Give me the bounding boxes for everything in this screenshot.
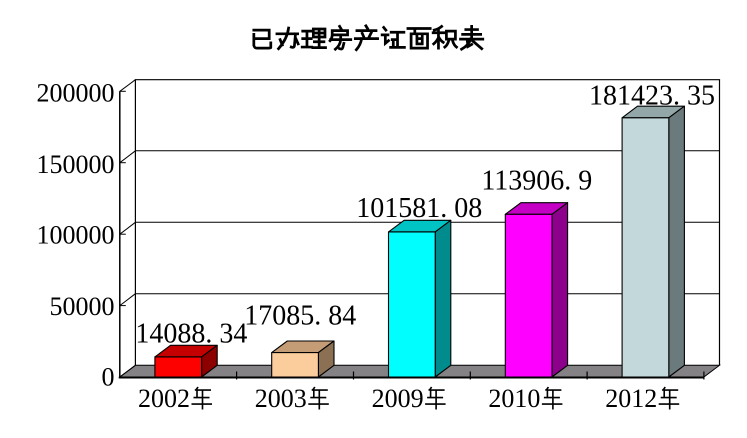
svg-text:100000: 100000 [37, 221, 115, 250]
svg-text:2003: 2003 [255, 384, 307, 413]
svg-text:181423.35: 181423. 35 [589, 81, 715, 112]
svg-text:17085.84: 17085. 84 [244, 301, 356, 332]
svg-text:2009: 2009 [372, 384, 424, 413]
svg-text:50000: 50000 [50, 292, 115, 321]
svg-text:2012: 2012 [605, 384, 657, 413]
svg-text:2010: 2010 [488, 384, 540, 413]
svg-text:0: 0 [102, 363, 115, 392]
svg-text:2002: 2002 [138, 384, 190, 413]
svg-text:150000: 150000 [37, 150, 115, 179]
svg-text:14088.34: 14088. 34 [135, 319, 247, 350]
svg-text:200000: 200000 [37, 79, 115, 108]
svg-text:101581.08: 101581. 08 [356, 193, 482, 224]
